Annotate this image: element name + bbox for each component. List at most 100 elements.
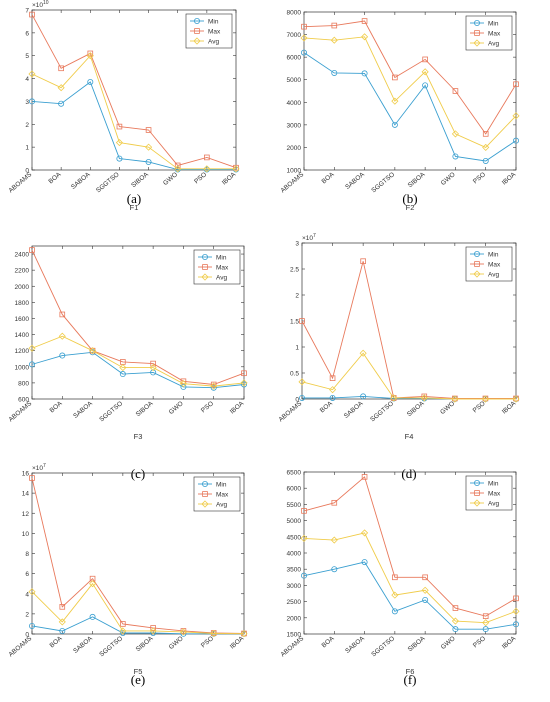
- data-point-max: [392, 574, 398, 581]
- data-point-min: [89, 613, 96, 620]
- series-line-avg: [31, 335, 245, 387]
- data-point-avg: [28, 70, 36, 78]
- y-tick-label: 7000: [287, 32, 302, 39]
- y-tick-label: 6500: [287, 470, 302, 477]
- data-point-avg: [300, 34, 308, 42]
- y-tick-label: 1400: [15, 332, 30, 339]
- data-point-min: [240, 381, 247, 388]
- legend-label: Avg: [208, 38, 219, 45]
- x-tick-label: SABOA: [70, 171, 92, 191]
- x-tick-label: PSO: [193, 171, 208, 185]
- y-axis-exponent: ×107: [302, 233, 316, 242]
- legend: Min Max Avg: [465, 246, 513, 282]
- y-tick-label: 0.5: [290, 371, 299, 378]
- data-point-avg: [451, 395, 459, 403]
- data-point-max: [422, 574, 428, 581]
- y-tick-label: 14: [22, 491, 30, 498]
- data-point-max: [331, 22, 338, 29]
- y-tick-label: 6: [25, 571, 29, 578]
- data-point-max: [89, 347, 96, 354]
- data-point-min: [391, 121, 398, 128]
- x-tick-label: SIBOA: [130, 171, 150, 190]
- data-point-avg: [240, 630, 248, 638]
- x-tick-label: SGGTSO: [98, 635, 124, 658]
- legend-marker: [474, 261, 480, 267]
- data-point-max: [174, 162, 181, 169]
- y-tick-label: 0: [25, 632, 29, 639]
- y-axis-exponent: ×1010: [32, 0, 49, 9]
- legend-label: Min: [488, 480, 499, 487]
- series-line-max: [301, 261, 516, 399]
- data-point-max: [513, 81, 519, 88]
- data-point-max: [210, 381, 217, 388]
- y-tick-label: 3: [295, 241, 299, 248]
- data-point-min: [452, 626, 459, 633]
- chart-panel-5: 0 2 4 6 8 10 12 14 16×107 ABOAMS BOA SABOA SGGTSO SIB…: [7, 463, 248, 687]
- y-tick-label: 1800: [15, 300, 30, 307]
- x-tick-label: BOA: [321, 171, 337, 186]
- y-tick-label: 1000: [287, 168, 302, 175]
- legend: Min Max Avg: [193, 476, 241, 512]
- y-tick-label: 1200: [15, 348, 30, 355]
- y-tick-label: 2500: [287, 599, 302, 606]
- y-tick-label: 1.5: [290, 319, 299, 326]
- data-point-avg: [179, 380, 187, 388]
- x-tick-label: IBOA: [221, 171, 238, 187]
- x-tick-label: ABOAMS: [277, 400, 303, 424]
- legend-marker: [201, 273, 209, 281]
- plot-area: [31, 9, 237, 171]
- y-tick-label: 2.5: [290, 267, 299, 274]
- legend: Min Max Avg: [465, 15, 513, 51]
- legend-label: Max: [488, 30, 501, 37]
- series-line-min: [303, 561, 517, 630]
- x-tick-label: SIBOA: [407, 635, 427, 654]
- data-point-avg: [145, 143, 153, 151]
- legend-label: Min: [488, 20, 499, 27]
- data-point-avg: [179, 628, 187, 636]
- data-point-min: [210, 384, 217, 391]
- y-tick-label: 2: [25, 611, 29, 618]
- series-line-max: [31, 477, 245, 634]
- data-point-max: [241, 370, 247, 377]
- data-point-max: [329, 375, 336, 381]
- x-tick-label: PSO: [200, 635, 215, 649]
- legend: Min Max Avg: [465, 475, 513, 511]
- y-tick-label: 7: [25, 8, 29, 15]
- data-point-avg: [391, 97, 399, 105]
- data-point-avg: [89, 347, 97, 355]
- data-point-min: [28, 361, 35, 368]
- x-tick-label: SIBOA: [135, 635, 155, 654]
- data-point-avg: [115, 139, 123, 147]
- y-tick-label: 1: [25, 145, 29, 152]
- data-point-max: [120, 621, 126, 627]
- data-point-avg: [359, 349, 367, 357]
- x-tick-label: ABOAMS: [7, 171, 33, 195]
- series-line-avg: [303, 36, 517, 148]
- y-tick-label: 0: [295, 397, 299, 404]
- y-tick-label: 1: [295, 345, 299, 352]
- legend-marker: [201, 480, 208, 487]
- data-point-max: [29, 11, 35, 18]
- x-axis-label: F5: [134, 667, 143, 676]
- series-line-min: [31, 616, 244, 635]
- data-point-avg: [451, 617, 459, 625]
- y-tick-label: 1000: [15, 364, 30, 371]
- panel-label: (b): [402, 191, 417, 206]
- data-point-avg: [119, 627, 127, 635]
- x-tick-label: SGGTSO: [98, 400, 124, 423]
- x-tick-label: GWO: [440, 171, 457, 187]
- data-point-avg: [481, 395, 489, 403]
- chart-panel-4: 0 0.5 1 1.5 2 2.5 3×107 ABOAMS BOA SABOA SGGTSO SIB…: [277, 233, 520, 481]
- plot-area: [31, 245, 245, 400]
- y-tick-label: 16: [22, 471, 30, 478]
- legend-label: Avg: [488, 500, 499, 507]
- x-tick-label: SABOA: [72, 400, 94, 420]
- legend-marker: [201, 253, 208, 260]
- x-tick-label: ABOAMS: [7, 635, 33, 659]
- y-tick-label: 5000: [287, 518, 302, 525]
- data-point-min: [116, 155, 123, 162]
- x-tick-label: SGGTSO: [369, 400, 395, 423]
- x-tick-label: GWO: [439, 400, 456, 416]
- data-point-max: [29, 475, 35, 481]
